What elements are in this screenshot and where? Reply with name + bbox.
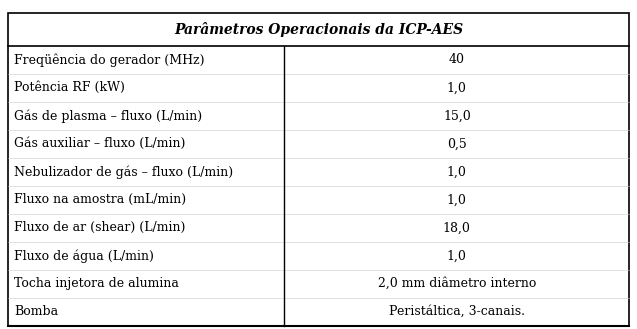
Text: 1,0: 1,0 (447, 249, 467, 262)
Text: Fluxo de água (L/min): Fluxo de água (L/min) (14, 249, 154, 263)
Text: 18,0: 18,0 (443, 221, 471, 234)
Text: Nebulizador de gás – fluxo (L/min): Nebulizador de gás – fluxo (L/min) (14, 165, 233, 179)
Text: Gás auxiliar – fluxo (L/min): Gás auxiliar – fluxo (L/min) (14, 138, 185, 150)
Text: Parâmetros Operacionais da ICP-AES: Parâmetros Operacionais da ICP-AES (174, 22, 463, 37)
Text: Tocha injetora de alumina: Tocha injetora de alumina (14, 277, 179, 290)
Text: 2,0 mm diâmetro interno: 2,0 mm diâmetro interno (378, 277, 536, 290)
Text: Bomba: Bomba (14, 305, 58, 318)
Text: Freqüência do gerador (MHz): Freqüência do gerador (MHz) (14, 53, 204, 67)
Text: Fluxo na amostra (mL/min): Fluxo na amostra (mL/min) (14, 193, 186, 206)
Text: 40: 40 (449, 54, 465, 66)
Text: 1,0: 1,0 (447, 193, 467, 206)
Text: 15,0: 15,0 (443, 110, 471, 122)
Text: Gás de plasma – fluxo (L/min): Gás de plasma – fluxo (L/min) (14, 109, 202, 123)
Text: Peristáltica, 3-canais.: Peristáltica, 3-canais. (389, 305, 525, 318)
Text: Potência RF (kW): Potência RF (kW) (14, 82, 125, 94)
Text: 1,0: 1,0 (447, 82, 467, 94)
Text: 1,0: 1,0 (447, 165, 467, 178)
Text: Fluxo de ar (shear) (L/min): Fluxo de ar (shear) (L/min) (14, 221, 185, 234)
Text: 0,5: 0,5 (447, 138, 467, 150)
